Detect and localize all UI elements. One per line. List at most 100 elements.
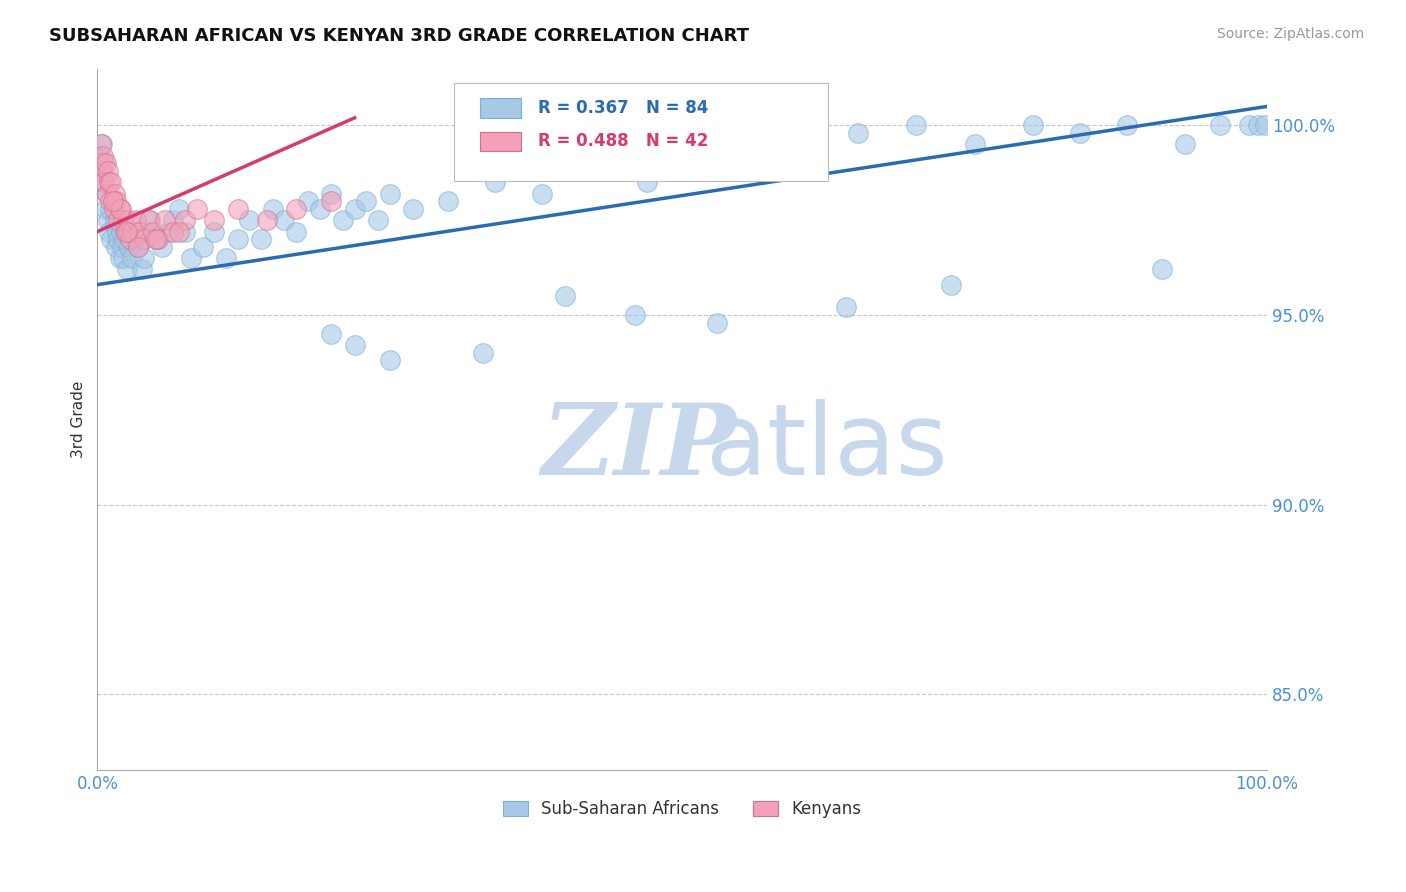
Legend: Sub-Saharan Africans, Kenyans: Sub-Saharan Africans, Kenyans: [496, 794, 868, 825]
Point: [1174, 137, 1197, 152]
Point: [139, 213, 162, 227]
Point: [378, 186, 401, 201]
Point: [112, 213, 135, 227]
Point: [120, 232, 142, 246]
Point: [93, 156, 115, 170]
Point: [530, 186, 553, 201]
Point: [1239, 119, 1261, 133]
Point: [226, 232, 249, 246]
Point: [145, 232, 167, 246]
Point: [110, 202, 132, 216]
Point: [226, 202, 249, 216]
Point: [343, 202, 366, 216]
Point: [150, 240, 173, 254]
Point: [1209, 119, 1232, 133]
Point: [134, 232, 156, 246]
Point: [321, 326, 343, 341]
Point: [97, 164, 120, 178]
Point: [939, 277, 962, 292]
FancyBboxPatch shape: [454, 83, 828, 181]
Point: [117, 213, 139, 227]
Point: [1150, 262, 1173, 277]
Point: [110, 225, 132, 239]
Point: [162, 225, 184, 239]
Text: SUBSAHARAN AFRICAN VS KENYAN 3RD GRADE CORRELATION CHART: SUBSAHARAN AFRICAN VS KENYAN 3RD GRADE C…: [49, 27, 749, 45]
Point: [343, 338, 366, 352]
Point: [98, 225, 121, 239]
Point: [285, 225, 308, 239]
FancyBboxPatch shape: [479, 98, 520, 118]
Text: atlas: atlas: [706, 399, 948, 496]
Point: [297, 194, 319, 209]
Point: [285, 202, 308, 216]
Point: [145, 232, 167, 246]
Point: [108, 202, 131, 216]
Point: [93, 175, 115, 189]
Point: [91, 164, 114, 178]
Point: [1069, 126, 1091, 140]
Point: [97, 213, 120, 227]
Point: [115, 225, 138, 239]
Point: [706, 316, 728, 330]
Point: [108, 251, 131, 265]
Point: [90, 137, 112, 152]
Point: [111, 240, 134, 254]
Point: [624, 308, 647, 322]
Point: [636, 175, 658, 189]
Point: [114, 225, 136, 239]
Point: [112, 232, 135, 246]
Point: [91, 137, 114, 152]
Point: [1022, 119, 1045, 133]
Point: [437, 194, 460, 209]
Point: [91, 149, 114, 163]
Point: [98, 194, 121, 209]
Point: [308, 202, 330, 216]
Point: [484, 175, 506, 189]
Point: [104, 186, 127, 201]
Point: [963, 137, 986, 152]
Point: [94, 202, 117, 216]
Point: [202, 225, 225, 239]
Point: [104, 213, 127, 227]
Point: [100, 175, 122, 189]
Point: [101, 194, 124, 209]
Point: [118, 240, 141, 254]
Point: [96, 186, 118, 201]
Text: R = 0.367   N = 84: R = 0.367 N = 84: [538, 99, 709, 117]
Point: [787, 137, 810, 152]
Point: [91, 175, 114, 189]
Point: [378, 353, 401, 368]
Point: [135, 225, 157, 239]
FancyBboxPatch shape: [479, 132, 520, 152]
Text: R = 0.488   N = 42: R = 0.488 N = 42: [538, 133, 709, 151]
Point: [846, 126, 869, 140]
Point: [186, 202, 208, 216]
Text: Source: ZipAtlas.com: Source: ZipAtlas.com: [1216, 27, 1364, 41]
Point: [125, 213, 148, 227]
Point: [1115, 119, 1137, 133]
Point: [162, 213, 184, 227]
Point: [138, 213, 160, 227]
Point: [146, 232, 169, 246]
Point: [730, 149, 752, 163]
Point: [402, 202, 425, 216]
Point: [256, 213, 278, 227]
Point: [124, 232, 146, 246]
Point: [100, 232, 122, 246]
Point: [90, 164, 112, 178]
Point: [367, 213, 389, 227]
Point: [142, 225, 165, 239]
Point: [835, 301, 858, 315]
Point: [94, 156, 117, 170]
Point: [89, 149, 111, 163]
Point: [332, 213, 354, 227]
Point: [905, 119, 928, 133]
Point: [191, 240, 214, 254]
Point: [103, 202, 125, 216]
Point: [107, 213, 129, 227]
Point: [167, 225, 190, 239]
Point: [273, 213, 295, 227]
Point: [554, 289, 576, 303]
Point: [121, 225, 143, 239]
Point: [180, 251, 202, 265]
